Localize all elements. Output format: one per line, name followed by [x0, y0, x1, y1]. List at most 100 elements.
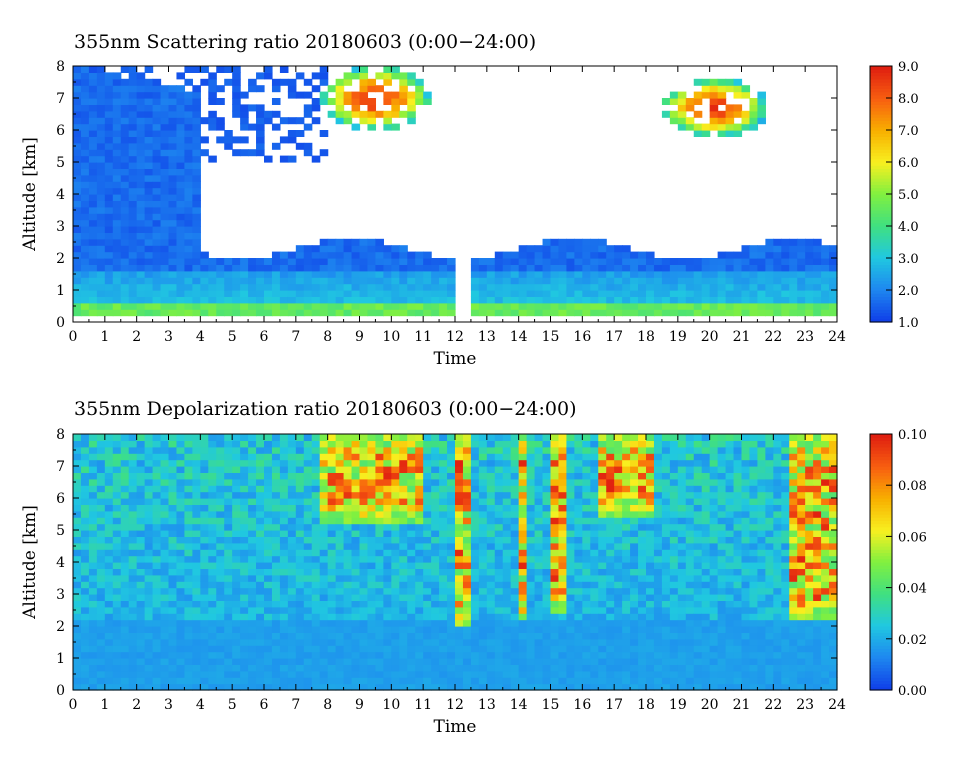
heatmap-cell — [295, 574, 305, 582]
colorbar-swatch — [870, 277, 892, 281]
heatmap-cell — [136, 238, 146, 246]
heatmap-cell — [582, 600, 591, 608]
heatmap-cell — [256, 440, 265, 448]
heatmap-cell — [104, 283, 114, 291]
heatmap-cell — [733, 104, 743, 112]
heatmap-cell — [462, 594, 472, 601]
heatmap-cell — [287, 562, 297, 569]
heatmap-cell — [176, 187, 186, 195]
heatmap-cell — [383, 536, 392, 544]
heatmap-cell — [120, 174, 130, 182]
heatmap-cell — [757, 270, 766, 278]
colorbar-swatch — [870, 306, 892, 310]
heatmap-cell — [455, 530, 464, 537]
heatmap-cell — [359, 91, 369, 99]
heatmap-cell — [104, 277, 114, 285]
heatmap-cell — [510, 568, 520, 576]
heatmap-cell — [757, 264, 766, 272]
heatmap-cell — [160, 277, 170, 285]
heatmap-cell — [112, 600, 122, 608]
heatmap-cell — [295, 555, 305, 563]
heatmap-cell — [168, 594, 178, 601]
heatmap-cell — [502, 296, 512, 304]
heatmap-cell — [574, 517, 583, 525]
heatmap-cell — [781, 251, 790, 259]
heatmap-cell — [104, 251, 114, 259]
heatmap-cell — [303, 251, 313, 259]
heatmap-cell — [319, 66, 329, 73]
heatmap-cell — [104, 238, 114, 246]
heatmap-cell — [160, 149, 170, 157]
heatmap-cell — [725, 290, 735, 297]
heatmap-cell — [176, 459, 186, 467]
heatmap-cell — [566, 555, 575, 563]
heatmap-cell — [598, 277, 607, 285]
heatmap-cell — [367, 504, 377, 512]
heatmap-cell — [200, 555, 209, 563]
heatmap-cell — [391, 446, 400, 454]
heatmap-cell — [184, 466, 193, 473]
heatmap-cell — [391, 466, 400, 473]
heatmap-cell — [550, 626, 560, 633]
colorbar-swatch — [870, 136, 892, 141]
heatmap-cell — [375, 626, 384, 633]
heatmap-cell — [439, 309, 448, 317]
heatmap-cell — [184, 658, 193, 665]
heatmap-cell — [208, 85, 217, 93]
heatmap-cell — [717, 251, 727, 259]
heatmap-cell — [638, 613, 647, 621]
heatmap-cell — [677, 290, 687, 297]
heatmap-cell — [574, 472, 583, 480]
heatmap-cell — [566, 466, 575, 473]
heatmap-cell — [486, 638, 496, 646]
heatmap-cell — [160, 219, 170, 227]
heatmap-cell — [407, 72, 416, 80]
heatmap-cell — [590, 619, 599, 627]
heatmap-cell — [630, 664, 639, 672]
heatmap-cell — [431, 619, 440, 627]
heatmap-cell — [367, 491, 377, 499]
heatmap-cell — [510, 626, 520, 633]
heatmap-cell — [311, 658, 321, 665]
heatmap-cell — [311, 562, 321, 569]
heatmap-cell — [295, 549, 305, 557]
heatmap-cell — [574, 485, 583, 493]
heatmap-cell — [168, 478, 178, 486]
heatmap-cell — [829, 264, 838, 272]
heatmap-cell — [327, 587, 337, 595]
heatmap-cell — [136, 446, 146, 454]
heatmap-cell — [232, 632, 241, 640]
heatmap-cell — [383, 270, 392, 278]
heatmap-cell — [295, 466, 305, 473]
heatmap-cell — [590, 638, 599, 646]
heatmap-cell — [486, 581, 496, 589]
heatmap-cell — [606, 613, 615, 621]
heatmap-cell — [73, 174, 82, 182]
heatmap-cell — [502, 549, 512, 557]
heatmap-cell — [96, 498, 106, 505]
heatmap-cell — [383, 91, 392, 99]
heatmap-cell — [128, 658, 138, 665]
heatmap-cell — [96, 136, 106, 144]
heatmap-cell — [168, 238, 178, 246]
heatmap-cell — [646, 645, 655, 653]
heatmap-cell — [359, 568, 369, 576]
heatmap-cell — [319, 98, 329, 105]
colorbar-swatch — [870, 146, 892, 150]
heatmap-cell — [598, 504, 607, 512]
x-tick-label: 19 — [669, 329, 687, 345]
heatmap-cell — [152, 434, 162, 441]
heatmap-cell — [88, 206, 98, 214]
heatmap-cell — [470, 594, 480, 601]
heatmap-cell — [335, 549, 345, 557]
heatmap-cell — [216, 581, 225, 589]
heatmap-cell — [462, 638, 472, 646]
heatmap-cell — [646, 568, 655, 576]
heatmap-cell — [399, 302, 408, 310]
heatmap-cell — [375, 536, 384, 544]
heatmap-cell — [335, 466, 345, 473]
heatmap-cell — [534, 587, 544, 595]
heatmap-cell — [192, 251, 201, 259]
heatmap-cell — [550, 651, 560, 659]
heatmap-cell — [73, 530, 82, 537]
